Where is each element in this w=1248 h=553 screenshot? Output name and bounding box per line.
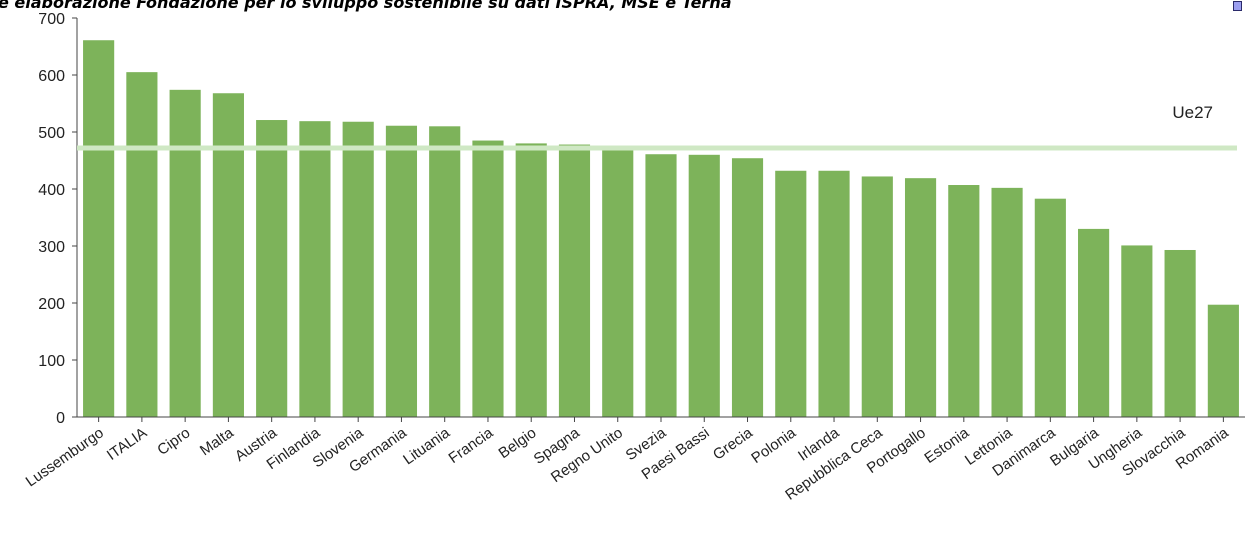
bar-spagna [558, 144, 591, 418]
bar-finlandia [299, 121, 331, 418]
x-tick-label: Francia [446, 424, 497, 467]
x-tick-label: Grecia [710, 424, 756, 464]
bar-romania [1207, 304, 1239, 417]
bar-cipro [169, 89, 201, 417]
x-tick-label: Cipro [154, 424, 193, 458]
bar-regno-unito [602, 150, 634, 418]
bar-irlanda [818, 170, 850, 417]
y-tick-label: 200 [38, 296, 65, 313]
bar-malta [212, 93, 244, 418]
bar-estonia [948, 185, 980, 417]
bar-repubblica-ceca [861, 176, 893, 417]
x-tick-label: Lituania [400, 424, 453, 468]
bar-slovacchia [1164, 249, 1196, 417]
bar-lettonia [991, 187, 1023, 417]
y-tick-label: 0 [56, 410, 65, 427]
y-tick-label: 700 [38, 11, 65, 28]
bar-polonia [775, 170, 807, 417]
y-tick-label: 600 [38, 68, 65, 85]
source-caption: e elaborazione Fondazione per lo svilupp… [0, 0, 732, 12]
bar-germania [385, 125, 418, 417]
bar-danimarca [1034, 198, 1066, 417]
bar-austria [256, 120, 288, 417]
bar-paesi-bassi [688, 154, 720, 418]
x-tick-label: Malta [197, 424, 237, 459]
bar-svezia [645, 154, 677, 418]
bar-lussemburgo [83, 40, 115, 417]
bar-slovenia [342, 121, 374, 418]
bars [83, 40, 1239, 418]
reference-line-label: Ue27 [1172, 103, 1213, 122]
y-tick-label: 100 [38, 353, 65, 370]
bar-francia [472, 140, 504, 418]
bar-grecia [731, 158, 764, 417]
bar-lituania [429, 126, 461, 418]
x-tick-label: ITALIA [104, 424, 150, 464]
bar-italia [126, 72, 158, 418]
bar-portogallo [904, 178, 937, 417]
bar-belgio [515, 143, 547, 417]
bar-ungheria [1121, 245, 1153, 417]
reference-line-group: Ue27 [77, 103, 1237, 151]
legend-marker-icon [1233, 1, 1242, 11]
y-tick-label: 300 [38, 239, 65, 256]
x-tick-label: Lussemburgo [23, 424, 107, 490]
y-tick-label: 400 [38, 182, 65, 199]
x-tick-label: Polonia [748, 424, 799, 467]
y-tick-label: 500 [38, 125, 65, 142]
bar-bulgaria [1078, 228, 1110, 417]
y-axis: 0 100 200 300 400 500 600 700 [38, 11, 78, 427]
